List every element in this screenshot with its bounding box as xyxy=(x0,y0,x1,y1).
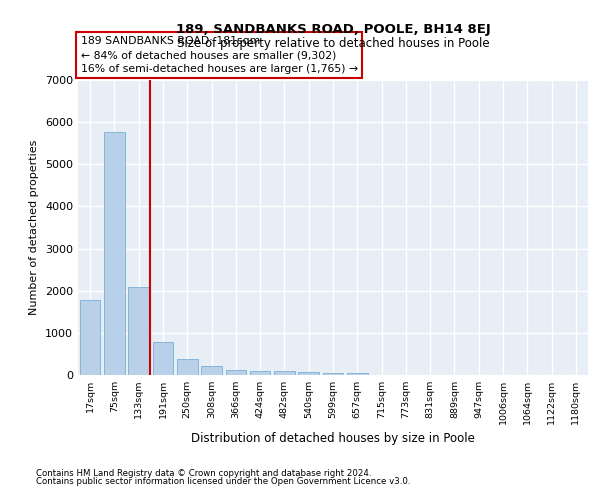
Bar xyxy=(80,300,100,375)
Bar xyxy=(250,371,271,375)
Bar xyxy=(298,372,319,375)
Text: Size of property relative to detached houses in Poole: Size of property relative to detached ho… xyxy=(176,38,490,51)
X-axis label: Distribution of detached houses by size in Poole: Distribution of detached houses by size … xyxy=(191,432,475,446)
Bar xyxy=(152,342,173,375)
Text: Contains public sector information licensed under the Open Government Licence v3: Contains public sector information licen… xyxy=(36,477,410,486)
Text: 189 SANDBANKS ROAD: 181sqm
← 84% of detached houses are smaller (9,302)
16% of s: 189 SANDBANKS ROAD: 181sqm ← 84% of deta… xyxy=(80,36,358,74)
Bar xyxy=(201,366,222,375)
Text: 189, SANDBANKS ROAD, POOLE, BH14 8EJ: 189, SANDBANKS ROAD, POOLE, BH14 8EJ xyxy=(176,22,490,36)
Y-axis label: Number of detached properties: Number of detached properties xyxy=(29,140,40,315)
Bar xyxy=(323,372,343,375)
Bar xyxy=(274,371,295,375)
Bar xyxy=(104,132,125,375)
Bar xyxy=(128,287,149,375)
Bar xyxy=(226,370,246,375)
Text: Contains HM Land Registry data © Crown copyright and database right 2024.: Contains HM Land Registry data © Crown c… xyxy=(36,468,371,477)
Bar xyxy=(347,373,368,375)
Bar xyxy=(177,360,197,375)
